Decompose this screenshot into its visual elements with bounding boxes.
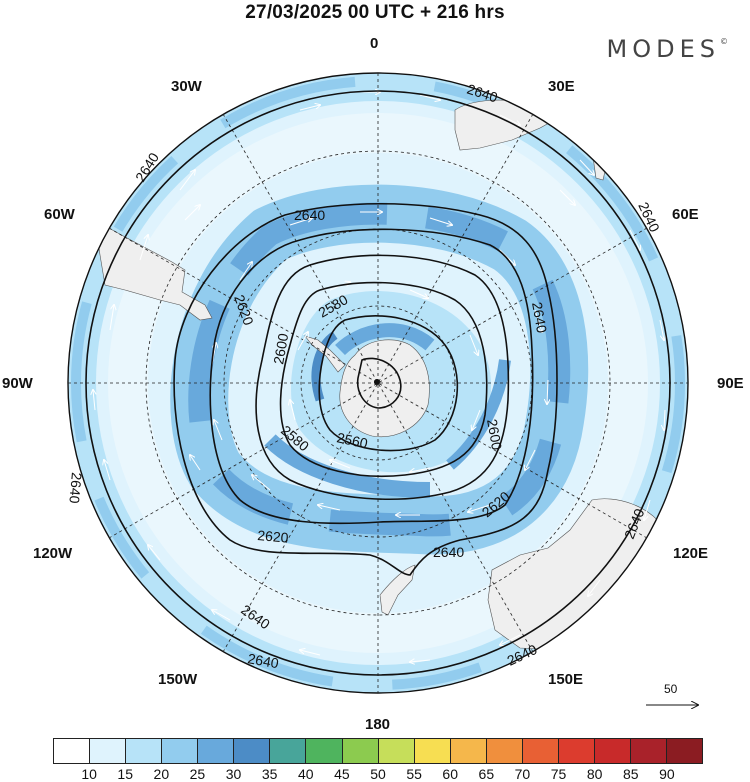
- brand-logo: MODES©: [606, 35, 728, 63]
- longitude-label-120w: 120W: [33, 545, 73, 562]
- legend-swatch: [594, 739, 631, 763]
- contour-label: 2640: [294, 207, 325, 223]
- legend-tick-label: 70: [514, 766, 531, 782]
- map-title: 27/03/2025 00 UTC + 216 hrs: [245, 2, 505, 23]
- legend-tick-label: 85: [622, 766, 639, 782]
- legend-swatch: [198, 739, 235, 763]
- legend-tick-label: 50: [370, 766, 386, 782]
- legend-tick-label: 65: [478, 766, 495, 782]
- contour-label: 2640: [529, 301, 550, 335]
- legend-swatch: [667, 739, 703, 763]
- contour-label: 2600: [484, 418, 505, 452]
- legend-tick-label: 90: [659, 766, 675, 782]
- legend-tick-label: 55: [406, 766, 422, 782]
- legend-swatch: [342, 739, 379, 763]
- legend-swatch: [522, 739, 559, 763]
- wind-vectors: [93, 92, 665, 662]
- legend-swatch: [378, 739, 415, 763]
- longitude-label-90w: 90W: [2, 375, 33, 392]
- legend-swatch: [631, 739, 668, 763]
- longitude-label-150w: 150W: [158, 671, 198, 688]
- color-legend: [53, 738, 703, 764]
- legend-tick-label: 80: [586, 766, 603, 782]
- legend-swatch: [54, 739, 91, 763]
- legend-tick-label: 45: [334, 766, 350, 782]
- longitude-label-30e: 30E: [548, 78, 575, 95]
- legend-tick-label: 25: [189, 766, 206, 782]
- legend-swatch: [486, 739, 523, 763]
- reference-vector: 50: [646, 682, 710, 720]
- legend-swatch: [414, 739, 451, 763]
- reference-vector-label: 50: [664, 682, 678, 696]
- legend-swatch: [306, 739, 343, 763]
- legend-tick-label: 40: [297, 766, 314, 782]
- contour-label: 2560: [335, 429, 369, 451]
- legend-swatch: [162, 739, 199, 763]
- legend-swatch: [450, 739, 487, 763]
- contour-label: 2640: [246, 650, 280, 671]
- legend-tick-label: 20: [153, 766, 170, 782]
- legend-tick-label: 30: [225, 766, 242, 782]
- longitude-label-0: 0: [370, 35, 379, 52]
- low-center-marker: [374, 379, 380, 385]
- legend-swatch: [126, 739, 163, 763]
- longitude-label-60w: 60W: [44, 206, 75, 223]
- longitude-label-150e: 150E: [548, 671, 584, 688]
- longitude-label-180: 180: [365, 716, 391, 733]
- contour-label: 2620: [257, 527, 290, 546]
- legend-tick-label: 60: [442, 766, 459, 782]
- legend-swatch: [270, 739, 307, 763]
- longitude-label-60e: 60E: [672, 206, 699, 223]
- contour-label: 2640: [433, 544, 464, 560]
- contour-label: 2600: [270, 332, 291, 366]
- longitude-label-90e: 90E: [717, 375, 744, 392]
- legend-tick-label: 35: [261, 766, 278, 782]
- legend-tick-label: 75: [550, 766, 567, 782]
- legend-ticks: 10 15 20 25 30 35 40 45 50 55 60 65 70 75 80 85 90: [53, 766, 703, 782]
- legend-swatch: [234, 739, 271, 763]
- legend-swatch: [558, 739, 595, 763]
- legend-swatch: [90, 739, 127, 763]
- longitude-label-30w: 30W: [171, 78, 202, 95]
- contour-label: 2640: [66, 472, 85, 505]
- legend-tick-label: 15: [117, 766, 134, 782]
- longitude-label-120e: 120E: [673, 545, 709, 562]
- legend-tick-label: 10: [81, 766, 97, 782]
- height-contours: [85, 90, 671, 676]
